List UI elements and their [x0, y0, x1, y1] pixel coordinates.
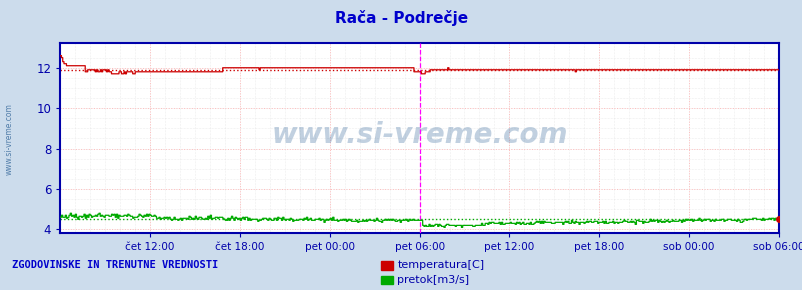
Text: pretok[m3/s]: pretok[m3/s] [397, 275, 469, 285]
Text: ZGODOVINSKE IN TRENUTNE VREDNOSTI: ZGODOVINSKE IN TRENUTNE VREDNOSTI [12, 260, 218, 270]
Text: www.si-vreme.com: www.si-vreme.com [5, 103, 14, 175]
Text: Rača - Podrečje: Rača - Podrečje [334, 10, 468, 26]
Text: www.si-vreme.com: www.si-vreme.com [271, 121, 567, 149]
Text: temperatura[C]: temperatura[C] [397, 260, 484, 270]
